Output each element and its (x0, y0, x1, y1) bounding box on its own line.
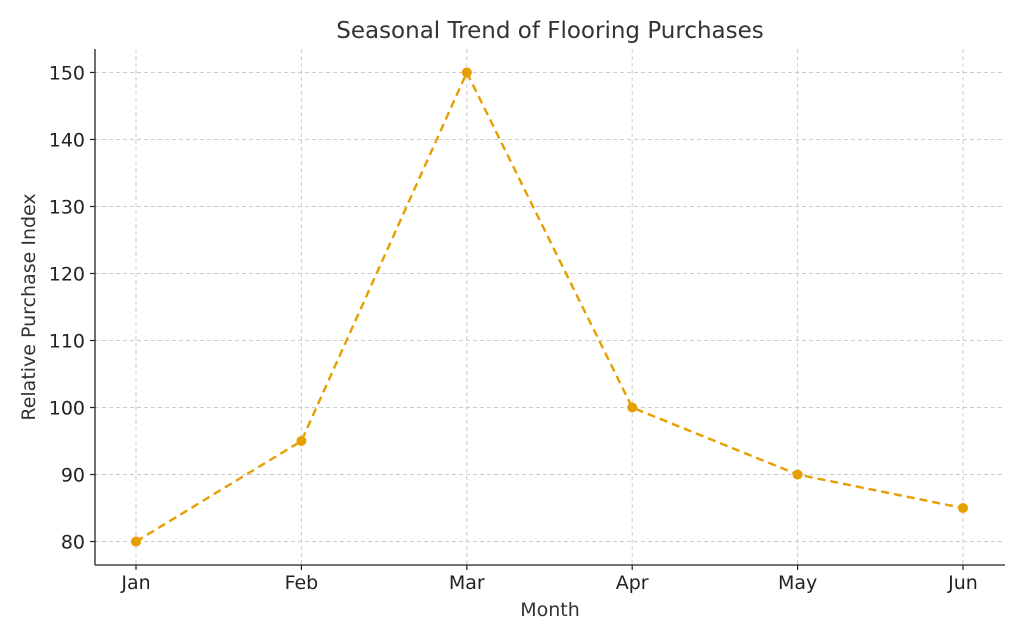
y-axis-label: Relative Purchase Index (18, 193, 40, 420)
y-tick-label: 90 (61, 465, 85, 487)
data-point (958, 503, 968, 514)
data-point (627, 402, 638, 413)
x-tick-label: Apr (616, 572, 649, 594)
y-tick-label: 110 (49, 331, 85, 353)
y-tick-label: 100 (49, 398, 85, 420)
data-point (296, 436, 307, 447)
x-tick-label: Jun (947, 572, 978, 594)
y-tick-label: 80 (61, 532, 85, 554)
grid (95, 49, 1005, 565)
x-tick-label: Feb (285, 572, 319, 594)
x-tick-label: Mar (449, 572, 485, 594)
x-ticks: Jan Feb Mar Apr May Jun (120, 565, 978, 594)
chart-title: Seasonal Trend of Flooring Purchases (336, 18, 764, 44)
y-ticks: 80 90 100 110 120 130 140 150 (49, 62, 95, 554)
data-point (131, 536, 141, 547)
x-axis-label: Month (520, 599, 580, 621)
y-tick-label: 150 (49, 62, 85, 84)
y-tick-label: 140 (49, 129, 85, 151)
series-layer (131, 67, 968, 547)
data-point (792, 469, 803, 480)
x-tick-label: May (778, 572, 817, 594)
data-point (461, 67, 472, 78)
axes (94, 49, 1005, 566)
y-tick-label: 130 (49, 196, 85, 218)
y-tick-label: 120 (49, 263, 85, 285)
x-tick-label: Jan (120, 572, 150, 594)
series-line (135, 71, 964, 543)
